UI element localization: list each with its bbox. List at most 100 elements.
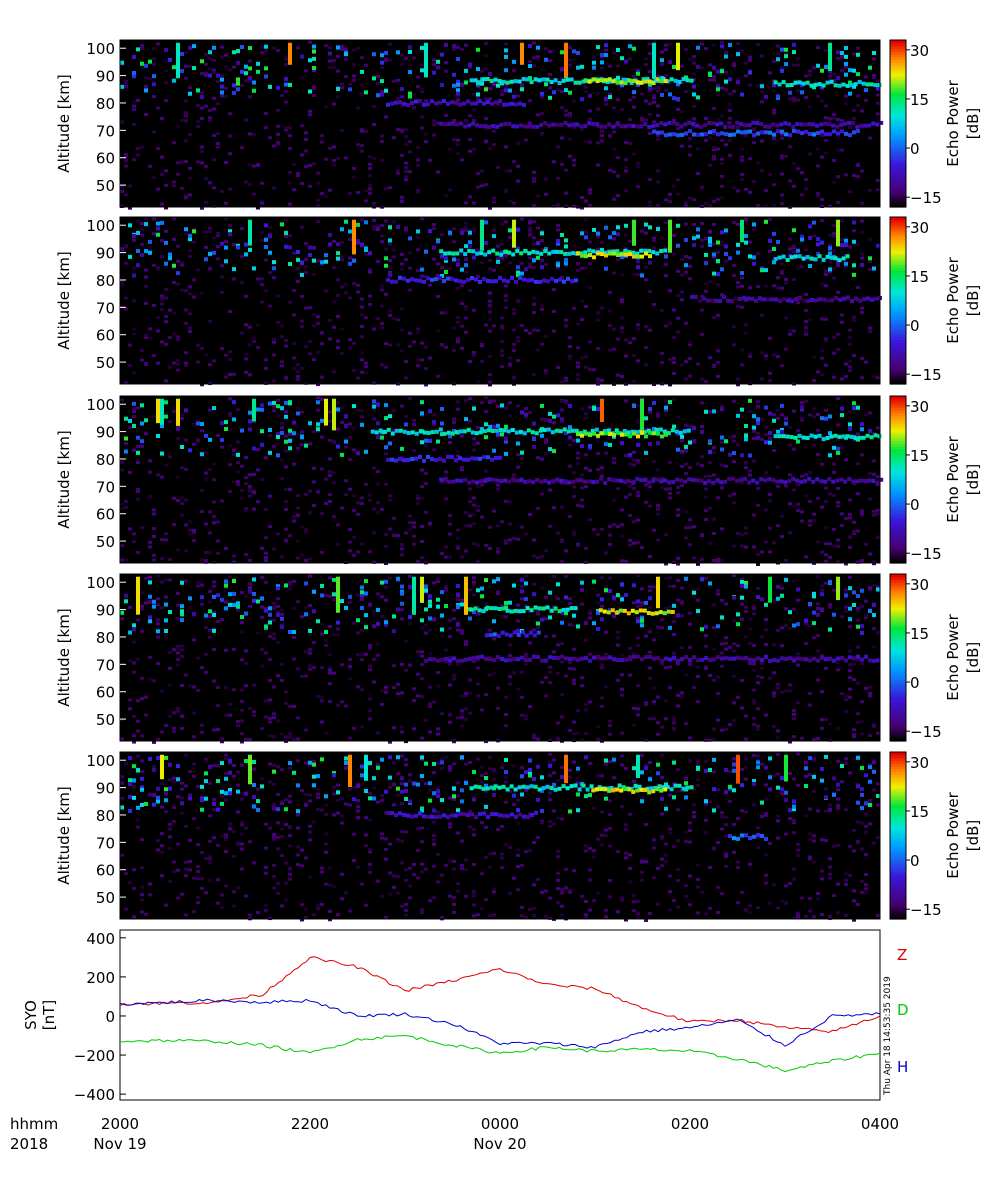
noise-cell <box>612 130 616 134</box>
echo-spike <box>256 69 260 74</box>
echo-layer-cell <box>813 82 818 87</box>
noise-cell <box>708 673 712 677</box>
noise-cell <box>508 500 512 504</box>
noise-cell <box>244 649 248 653</box>
noise-cell <box>676 491 680 495</box>
noise-cell <box>176 436 180 440</box>
echo-layer-cell <box>627 250 632 255</box>
noise-cell <box>856 46 860 50</box>
echo-layer-cell <box>619 478 624 483</box>
echo-spike <box>496 432 500 437</box>
echo-layer-cell <box>652 431 656 436</box>
echo-spike <box>384 263 388 268</box>
noise-cell <box>560 539 564 543</box>
echo-spike <box>848 426 852 431</box>
noise-cell <box>308 184 312 188</box>
noise-cell <box>424 471 428 475</box>
noise-cell <box>464 307 468 311</box>
noise-cell <box>328 45 332 49</box>
noise-cell <box>816 634 820 638</box>
noise-cell <box>732 263 736 267</box>
noise-cell <box>400 62 404 66</box>
noise-cell <box>124 84 128 88</box>
echo-spike <box>712 65 716 70</box>
echo-layer-cell <box>772 132 776 137</box>
echo-spike <box>420 400 424 405</box>
echo-layer-cell <box>486 455 490 460</box>
noise-cell <box>400 543 404 547</box>
noise-cell <box>464 270 468 274</box>
echo-layer-cell <box>644 251 648 256</box>
noise-cell <box>720 240 724 244</box>
noise-cell <box>360 542 364 546</box>
noise-cell <box>684 462 688 466</box>
noise-cell <box>704 379 708 383</box>
noise-cell <box>724 259 728 263</box>
noise-cell <box>336 346 340 350</box>
echo-spike <box>336 242 340 247</box>
noise-cell <box>368 302 372 306</box>
colorbar-cell <box>890 300 906 304</box>
noise-cell <box>564 108 568 112</box>
noise-cell <box>740 155 744 159</box>
noise-cell <box>732 221 736 225</box>
echo-layer-cell <box>763 478 768 483</box>
colorbar-frame <box>889 39 907 208</box>
noise-cell <box>296 279 300 283</box>
colorbar-cell <box>890 42 906 47</box>
echo-layer-cell <box>659 121 664 126</box>
echo-layer-cell <box>382 429 387 434</box>
noise-cell <box>764 508 768 512</box>
noise-cell <box>688 543 692 547</box>
noise-cell <box>412 93 416 97</box>
echo-layer-cell <box>639 478 644 483</box>
noise-cell <box>284 234 288 238</box>
noise-cell <box>228 489 232 493</box>
noise-cell <box>292 519 296 523</box>
echo-layer-cell <box>654 427 659 432</box>
noise-cell <box>372 227 376 231</box>
noise-cell <box>156 473 160 477</box>
noise-cell <box>220 94 224 98</box>
noise-cell <box>424 383 428 387</box>
noise-cell <box>756 161 760 165</box>
echo-spike <box>512 59 516 64</box>
noise-cell <box>132 532 136 536</box>
noise-cell <box>468 114 472 118</box>
noise-cell <box>396 171 400 175</box>
noise-cell <box>404 228 408 232</box>
echo-layer-cell <box>690 295 694 300</box>
echo-spike <box>752 255 756 260</box>
noise-cell <box>532 170 536 174</box>
noise-cell <box>216 80 220 84</box>
noise-cell <box>456 400 460 404</box>
noise-cell <box>360 409 364 413</box>
echo-layer-cell <box>434 458 438 463</box>
noise-cell <box>804 332 808 336</box>
echo-layer-cell <box>655 251 660 256</box>
echo-spike <box>784 54 788 59</box>
echo-layer-cell <box>639 80 644 85</box>
echo-spike <box>564 244 568 249</box>
noise-cell <box>636 323 640 327</box>
noise-cell <box>240 83 244 87</box>
noise-cell <box>476 171 480 175</box>
echo-layer-cell <box>569 77 574 82</box>
noise-cell <box>384 585 388 589</box>
noise-cell <box>732 325 736 329</box>
noise-cell <box>720 243 724 247</box>
echo-layer-cell <box>378 428 383 433</box>
colorbar-cell <box>890 476 906 481</box>
noise-cell <box>748 190 752 194</box>
echo-layer-cell <box>443 477 448 482</box>
echo-layer-cell <box>821 437 826 442</box>
echo-layer-cell <box>451 121 456 126</box>
echo-spike <box>336 45 340 50</box>
noise-cell <box>184 197 188 201</box>
noise-cell <box>120 204 124 208</box>
echo-layer-cell <box>611 124 616 129</box>
noise-cell <box>572 204 576 208</box>
noise-cell <box>752 688 756 692</box>
noise-cell <box>376 81 380 85</box>
colorbar-cell <box>890 375 906 380</box>
